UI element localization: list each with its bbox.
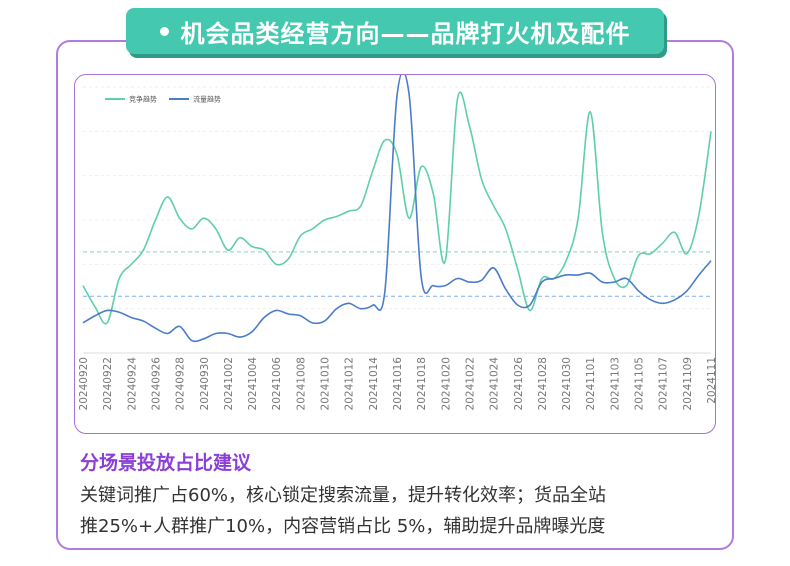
x-tick-label: 20241014 [368,357,380,411]
x-tick-label: 20241030 [561,357,573,410]
x-tick-label: 20241006 [271,357,283,411]
x-tick-label: 20240920 [78,357,90,410]
legend-label: 竞争趋势 [129,95,157,104]
x-tick-label: 20241107 [658,357,670,410]
section-body-line: 推25%+人群推广10%，内容营销占比 5%，辅助提升品牌曝光度 [80,516,606,537]
x-tick-label: 2024111 [706,357,716,404]
x-tick-label: 20241105 [634,357,646,410]
x-tick-label: 20241101 [585,357,597,410]
x-tick-label: 20241002 [223,357,235,410]
x-tick-label: 20241020 [440,357,452,410]
trend-line-chart: 竞争趋势 流量趋势 20240920 20240922 20240924 20240926… [78,75,716,411]
series-line-1 [82,91,712,325]
x-tick-label: 20241109 [682,357,694,410]
x-tick-label: 20241103 [609,357,621,410]
x-tick-label: 20241008 [295,357,307,410]
x-tick-label: 20240926 [150,357,162,411]
x-tick-label: 20241012 [344,357,356,410]
page-title-banner: 机会品类经营方向——品牌打火机及配件 [126,8,664,54]
x-tick-label: 20241028 [537,357,549,410]
page-title: 机会品类经营方向——品牌打火机及配件 [180,19,631,48]
x-tick-label: 20240922 [102,357,114,410]
trend-chart-frame: 竞争趋势 流量趋势 20240920 20240922 20240924 20240926… [74,74,716,434]
x-tick-label: 20241016 [392,357,404,411]
x-tick-label: 20241024 [489,357,501,411]
x-tick-label: 20240928 [175,357,187,410]
bullet-dot-icon [159,26,169,36]
x-tick-label: 20241010 [320,357,332,410]
x-tick-label: 20241018 [416,357,428,410]
x-tick-label: 20240924 [126,357,138,411]
section-body-line: 关键词推广占60%，核心锁定搜索流量，提升转化效率；货品全站 [80,485,607,506]
series-line-2 [82,75,712,343]
x-tick-label: 20241004 [247,357,259,411]
x-tick-label: 20241022 [464,357,476,410]
legend-label: 流量趋势 [193,95,221,104]
section-title: 分场景投放占比建议 [80,452,252,474]
section-body: 关键词推广占60%，核心锁定搜索流量，提升转化效率；货品全站 推25%+人群推广… [80,480,720,542]
x-tick-label: 20240930 [199,357,211,410]
x-tick-label: 20241026 [513,357,525,411]
